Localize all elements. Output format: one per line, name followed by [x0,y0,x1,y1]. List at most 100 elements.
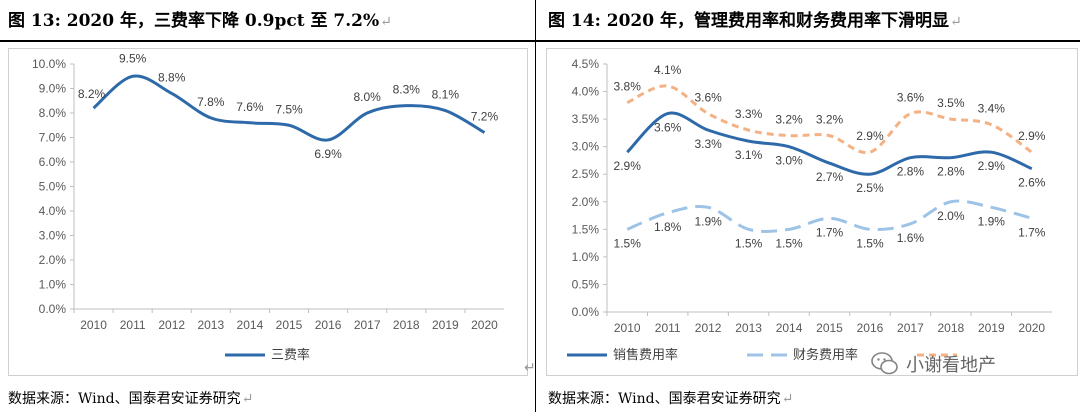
data-label: 2.7% [816,170,844,184]
y-tick-label: 3.5% [572,112,600,126]
y-tick-label: 3.0% [572,140,600,154]
data-label: 3.4% [978,102,1006,116]
left-figure-title: 图 13: 2020 年，三费率下降 0.9pct 至 7.2%↵ [8,6,392,36]
y-tick-label: 0.0% [39,302,67,316]
x-tick-label: 2012 [695,321,722,335]
data-label: 1.7% [816,225,844,239]
left-chart: 0.0% 1.0% 2.0% 3.0% 4.0% 5.0% 6.0% 7.0% 8.0% 9.0%… [32,51,504,363]
data-label: 1.5% [775,236,803,250]
data-label: 8.0% [354,90,382,104]
right-title-text: 图 14: 2020 年，管理费用率和财务费用率下滑明显 [548,11,950,31]
data-label: 7.8% [197,95,225,109]
y-tick-label: 7.0% [39,131,67,145]
return-mark: ↵ [524,360,536,376]
y-tick-label: 0.5% [572,277,600,291]
left-title-text: 图 13: 2020 年，三费率下降 0.9pct 至 7.2% [8,11,380,31]
y-tick-label: 3.0% [39,229,67,243]
y-tick-label: 6.0% [39,155,67,169]
data-label: 3.0% [775,154,803,168]
data-label: 1.9% [978,214,1006,228]
data-label: 6.9% [314,147,342,161]
data-label: 3.2% [816,113,844,127]
right-figure-title: 图 14: 2020 年，管理费用率和财务费用率下滑明显↵ [548,6,962,36]
y-tick-label: 4.5% [572,57,600,71]
data-label: 9.5% [119,51,147,65]
data-label: 1.5% [735,236,763,250]
data-label: 2.9% [614,159,642,173]
right-chart: 0.0% 0.5% 1.0% 1.5% 2.0% 2.5% 3.0% 3.5% 4.0% 4.5%… [567,57,1052,363]
y-tick-label: 10.0% [32,57,66,71]
y-tick-label: 1.0% [572,250,600,264]
legend-label: 销售费用率 [613,347,678,363]
series-line-1 [92,74,486,142]
data-label: 2.9% [856,129,884,143]
x-tick-label: 2019 [978,321,1005,335]
paragraph-mark: ↵ [241,391,254,407]
data-label: 4.1% [654,63,682,77]
x-tick-label: 2016 [315,318,342,332]
x-tick-label: 2010 [80,318,107,332]
data-label: 2.9% [1018,129,1046,143]
data-label: 1.6% [897,231,925,245]
paragraph-mark: ↵ [781,391,794,407]
x-tick-label: 2015 [276,318,303,332]
data-label: 3.6% [694,91,722,105]
data-label: 1.7% [1018,225,1046,239]
data-label: 7.5% [275,102,303,116]
x-tick-label: 2016 [857,321,884,335]
data-label: 1.5% [856,236,884,250]
data-label: 1.8% [654,220,682,234]
data-label: 3.3% [694,137,722,151]
x-tick-label: 2017 [897,321,924,335]
series-line-1 [626,111,1033,176]
x-tick-label: 2013 [197,318,224,332]
y-tick-label: 0.0% [572,305,600,319]
data-label: 3.6% [897,91,925,105]
y-tick-label: 8.0% [39,106,67,120]
y-tick-label: 2.5% [572,167,600,181]
y-tick-label: 1.0% [39,278,67,292]
y-tick-label: 4.0% [572,85,600,99]
data-label: 3.5% [937,96,965,110]
legend-label: 财务费用率 [793,347,858,363]
data-label: 2.9% [978,159,1006,173]
x-tick-label: 2011 [120,318,146,332]
right-source: 数据来源：Wind、国泰君安证券研究↵ [548,388,793,408]
series-line-3 [626,84,1033,155]
x-tick-label: 2012 [158,318,185,332]
right-chart-frame: 0.0% 0.5% 1.0% 1.5% 2.0% 2.5% 3.0% 3.5% 4.0% 4.5%… [546,48,1078,376]
x-tick-label: 2020 [1018,321,1045,335]
data-label: 3.1% [735,148,763,162]
x-tick-label: 2019 [432,318,459,332]
data-label: 2.8% [937,165,965,179]
series-line-2 [626,199,1033,233]
column-separator [535,0,536,412]
paragraph-mark: ↵ [950,14,962,30]
left-title-rule [0,40,535,42]
data-label: 8.1% [432,88,460,102]
y-tick-label: 2.0% [572,195,600,209]
left-source-text: 数据来源：Wind、国泰君安证券研究 [8,391,241,407]
left-chart-frame: 0.0% 1.0% 2.0% 3.0% 4.0% 5.0% 6.0% 7.0% 8.0% 9.0%… [8,48,528,376]
y-tick-label: 1.5% [572,222,600,236]
y-tick-label: 2.0% [39,253,67,267]
data-label: 3.2% [775,113,803,127]
data-label: 8.2% [78,87,106,101]
y-tick-label: 4.0% [39,204,67,218]
data-label: 8.8% [158,70,186,84]
data-label: 2.8% [897,165,925,179]
legend-label: 三费率 [271,347,310,363]
data-label: 3.3% [735,107,763,121]
watermark: 小谢看地产 [870,346,996,382]
x-tick-label: 2017 [354,318,381,332]
data-label: 7.6% [236,100,264,114]
left-source: 数据来源：Wind、国泰君安证券研究↵ [8,388,253,408]
x-tick-label: 2013 [735,321,762,335]
data-label: 2.5% [856,181,884,195]
x-tick-label: 2014 [237,318,264,332]
x-tick-label: 2020 [471,318,498,332]
data-label: 2.6% [1018,176,1046,190]
right-source-text: 数据来源：Wind、国泰君安证券研究 [548,391,781,407]
y-tick-label: 5.0% [39,180,67,194]
y-tick-label: 9.0% [39,82,67,96]
